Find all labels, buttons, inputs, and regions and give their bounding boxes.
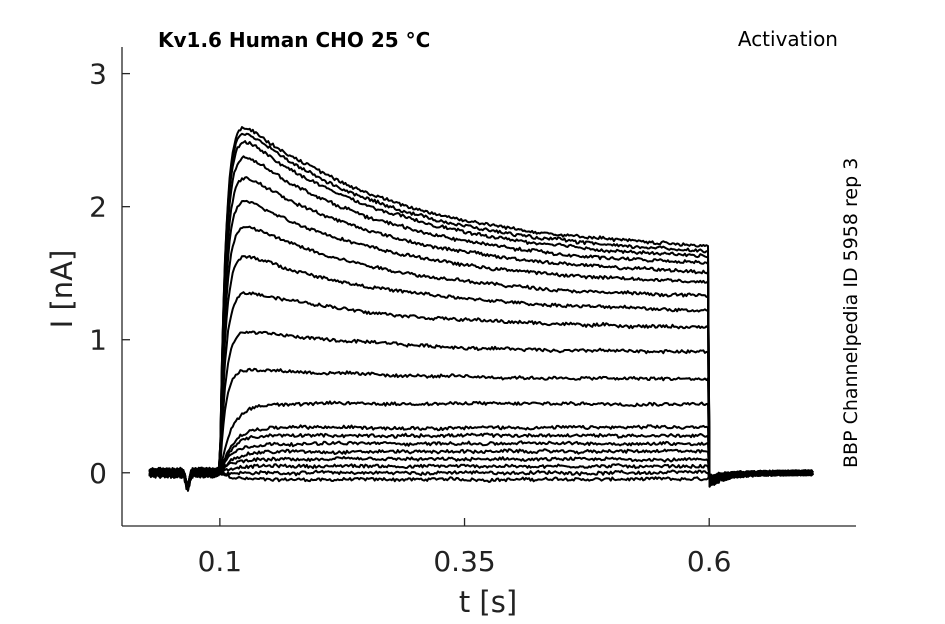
current-trace-5	[148, 448, 814, 490]
current-trace-15	[148, 199, 814, 491]
current-trace-10	[148, 367, 814, 488]
current-trace-6	[148, 440, 813, 492]
y-axis-label: I [nA]	[45, 250, 79, 329]
current-trace-20	[148, 126, 814, 490]
x-axis-label: t [s]	[459, 585, 517, 619]
current-trace-18	[148, 140, 814, 489]
y-tick-label: 1	[89, 324, 107, 357]
protocol-label: Activation	[738, 27, 838, 51]
current-trace-16	[148, 176, 814, 485]
current-trace-14	[148, 225, 814, 488]
current-trace-19	[148, 132, 813, 492]
current-trace-8	[148, 424, 814, 488]
current-trace-2	[148, 468, 814, 487]
current-trace-9	[148, 400, 814, 490]
current-trace-1	[149, 467, 814, 491]
current-trace-17	[148, 155, 814, 488]
y-tick-label: 3	[89, 58, 107, 91]
x-tick-label: 0.35	[433, 545, 495, 578]
current-trace-13	[148, 255, 814, 490]
current-trace-3	[148, 463, 814, 489]
x-tick-label: 0.6	[687, 545, 732, 578]
current-trace-7	[148, 432, 814, 489]
current-trace-12	[148, 291, 814, 491]
current-traces	[148, 126, 814, 492]
current-trace-11	[149, 330, 814, 489]
current-trace-4	[149, 455, 814, 490]
x-tick-label: 0.1	[198, 545, 243, 578]
channelpedia-id-label: BBP Channelpedia ID 5958 rep 3	[840, 158, 862, 468]
axes: 0.1 0.35 0.6 0 1 2 3	[89, 47, 856, 578]
y-tick-label: 0	[89, 457, 107, 490]
chart-title: Kv1.6 Human CHO 25 °C	[158, 28, 430, 52]
y-tick-label: 2	[89, 191, 107, 224]
